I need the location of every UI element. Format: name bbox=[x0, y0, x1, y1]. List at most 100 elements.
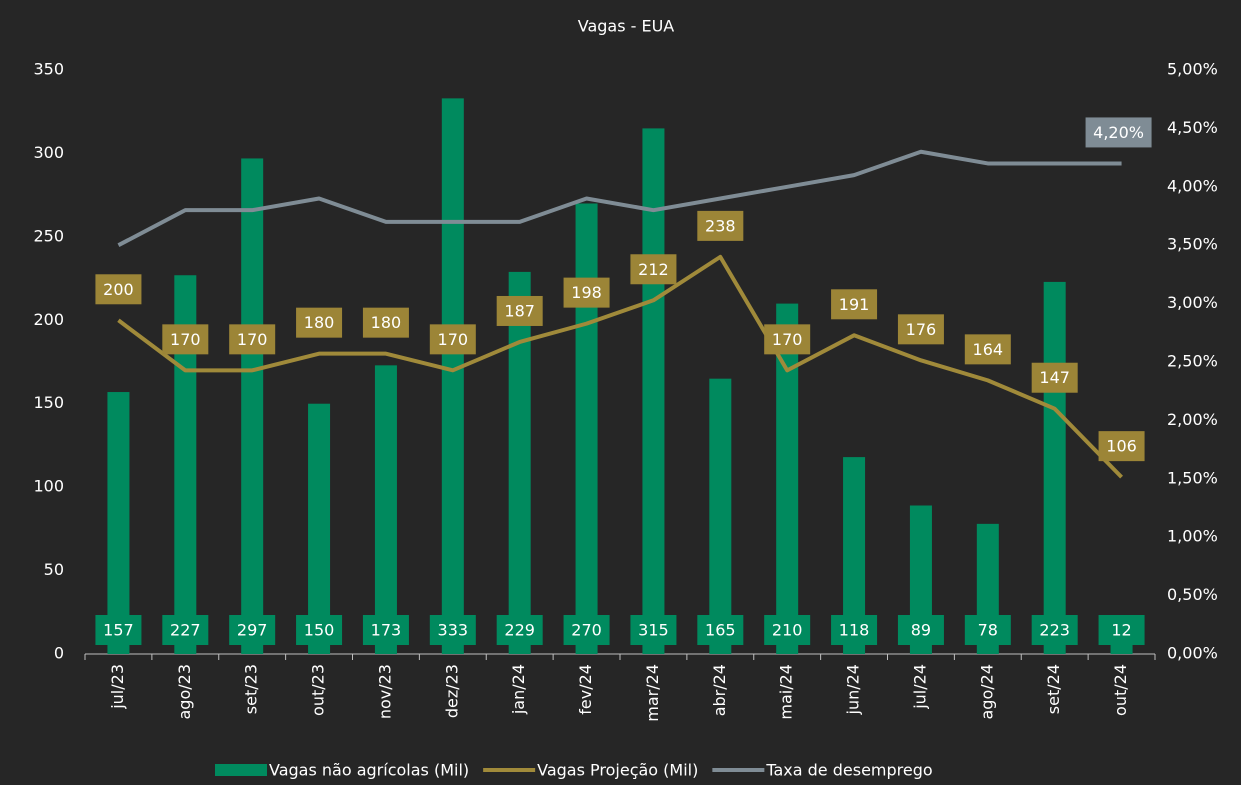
x-tick-label: dez/23 bbox=[442, 664, 461, 718]
y2-tick-label: 3,50% bbox=[1167, 235, 1218, 254]
bar bbox=[508, 271, 531, 654]
line-value-label-box bbox=[1085, 117, 1152, 148]
x-tick-label: jun/24 bbox=[844, 664, 863, 715]
line-value-label-box bbox=[229, 324, 276, 355]
x-tick-label: abr/24 bbox=[710, 664, 729, 716]
bar-value-label: 210 bbox=[772, 621, 803, 640]
legend-swatch bbox=[215, 764, 267, 776]
line-value-label: 170 bbox=[438, 330, 469, 349]
bar-value-label-box bbox=[229, 615, 276, 645]
bar-value-label-box bbox=[1031, 615, 1078, 645]
line-value-label-box bbox=[630, 254, 677, 285]
x-tick-label: fev/24 bbox=[576, 664, 595, 715]
y2-tick-label: 0,00% bbox=[1167, 644, 1218, 663]
bar-value-label-box bbox=[95, 615, 142, 645]
legend-label: Vagas não agrícolas (Mil) bbox=[269, 761, 469, 780]
y2-tick-label: 0,50% bbox=[1167, 585, 1218, 604]
y-tick-label: 250 bbox=[33, 226, 64, 245]
bar bbox=[308, 403, 331, 654]
y-tick-label: 200 bbox=[33, 310, 64, 329]
line-value-label-box bbox=[897, 314, 944, 345]
bar-value-label: 223 bbox=[1039, 621, 1070, 640]
line-value-label-box bbox=[1031, 362, 1078, 393]
line-value-label: 164 bbox=[973, 340, 1004, 359]
line-value-label: 200 bbox=[103, 280, 134, 299]
line-value-label-box bbox=[162, 324, 209, 355]
line-value-label: 4,20% bbox=[1093, 123, 1144, 142]
bar bbox=[709, 378, 732, 654]
line bbox=[117, 254, 1123, 479]
x-tick-label: out/24 bbox=[1111, 664, 1130, 716]
y2-tick-label: 5,00% bbox=[1167, 60, 1218, 79]
bar-value-label: 157 bbox=[103, 621, 134, 640]
bar-value-label-box bbox=[697, 615, 744, 645]
line-value-label: 170 bbox=[170, 330, 201, 349]
bar-value-label-box bbox=[897, 615, 944, 645]
bar-value-label: 12 bbox=[1111, 621, 1131, 640]
bar-value-label-box bbox=[563, 615, 610, 645]
y-tick-label: 350 bbox=[33, 60, 64, 79]
line-value-label: 147 bbox=[1039, 368, 1070, 387]
bar-value-label: 173 bbox=[371, 621, 402, 640]
bar bbox=[241, 158, 264, 655]
bar-value-label: 333 bbox=[438, 621, 469, 640]
bar-value-label-box bbox=[1098, 615, 1145, 645]
bar-value-label: 78 bbox=[978, 621, 998, 640]
y-tick-label: 0 bbox=[54, 644, 64, 663]
bar-value-label-box bbox=[831, 615, 878, 645]
line-value-label-box bbox=[496, 295, 543, 326]
y2-tick-label: 1,00% bbox=[1167, 527, 1218, 546]
line-value-label-box bbox=[697, 210, 744, 241]
chart-title: Vagas - EUA bbox=[578, 17, 675, 36]
line-value-label-box bbox=[1098, 431, 1145, 462]
x-tick-label: jul/23 bbox=[108, 664, 127, 710]
y-tick-label: 50 bbox=[44, 560, 64, 579]
bar bbox=[575, 203, 598, 654]
x-tick-label: set/24 bbox=[1044, 664, 1063, 714]
bar-value-label-box bbox=[429, 615, 476, 645]
bar bbox=[107, 392, 130, 654]
x-tick-label: ago/24 bbox=[977, 664, 996, 720]
line-value-label-box bbox=[296, 307, 343, 338]
y2-tick-label: 2,50% bbox=[1167, 352, 1218, 371]
bar-value-label: 118 bbox=[839, 621, 870, 640]
line-value-label: 180 bbox=[304, 313, 335, 332]
y-tick-label: 150 bbox=[33, 393, 64, 412]
bar bbox=[776, 303, 799, 654]
bar-value-label-box bbox=[764, 615, 811, 645]
bar-value-label: 270 bbox=[571, 621, 602, 640]
legend-label: Taxa de desemprego bbox=[765, 761, 932, 780]
y2-tick-label: 4,50% bbox=[1167, 118, 1218, 137]
line-value-label-box bbox=[362, 307, 409, 338]
bar-value-label-box bbox=[630, 615, 677, 645]
bar bbox=[843, 457, 866, 654]
bar-value-label-box bbox=[964, 615, 1011, 645]
y2-tick-label: 2,00% bbox=[1167, 410, 1218, 429]
bar bbox=[1043, 281, 1066, 654]
bar bbox=[441, 98, 464, 654]
line-value-label-box bbox=[429, 324, 476, 355]
y2-tick-label: 1,50% bbox=[1167, 468, 1218, 487]
x-tick-label: mar/24 bbox=[643, 664, 662, 722]
bar-value-label: 227 bbox=[170, 621, 201, 640]
y-tick-label: 100 bbox=[33, 477, 64, 496]
line-value-label: 187 bbox=[504, 301, 535, 320]
bar-value-label-box bbox=[496, 615, 543, 645]
y2-tick-label: 3,00% bbox=[1167, 293, 1218, 312]
bar-value-label-box bbox=[296, 615, 343, 645]
y-tick-label: 300 bbox=[33, 143, 64, 162]
bar-value-label: 165 bbox=[705, 621, 736, 640]
bar-value-label-box bbox=[362, 615, 409, 645]
x-tick-label: ago/23 bbox=[175, 664, 194, 720]
legend-label: Vagas Projeção (Mil) bbox=[537, 761, 698, 780]
line-value-label: 238 bbox=[705, 216, 736, 235]
bar-value-label: 229 bbox=[504, 621, 535, 640]
bar-value-label: 315 bbox=[638, 621, 669, 640]
line-value-label-box bbox=[831, 289, 878, 320]
line-value-label: 212 bbox=[638, 260, 669, 279]
line-value-label: 198 bbox=[571, 283, 602, 302]
x-tick-label: set/23 bbox=[242, 664, 261, 714]
line-value-label: 180 bbox=[371, 313, 402, 332]
bar-value-label: 150 bbox=[304, 621, 335, 640]
